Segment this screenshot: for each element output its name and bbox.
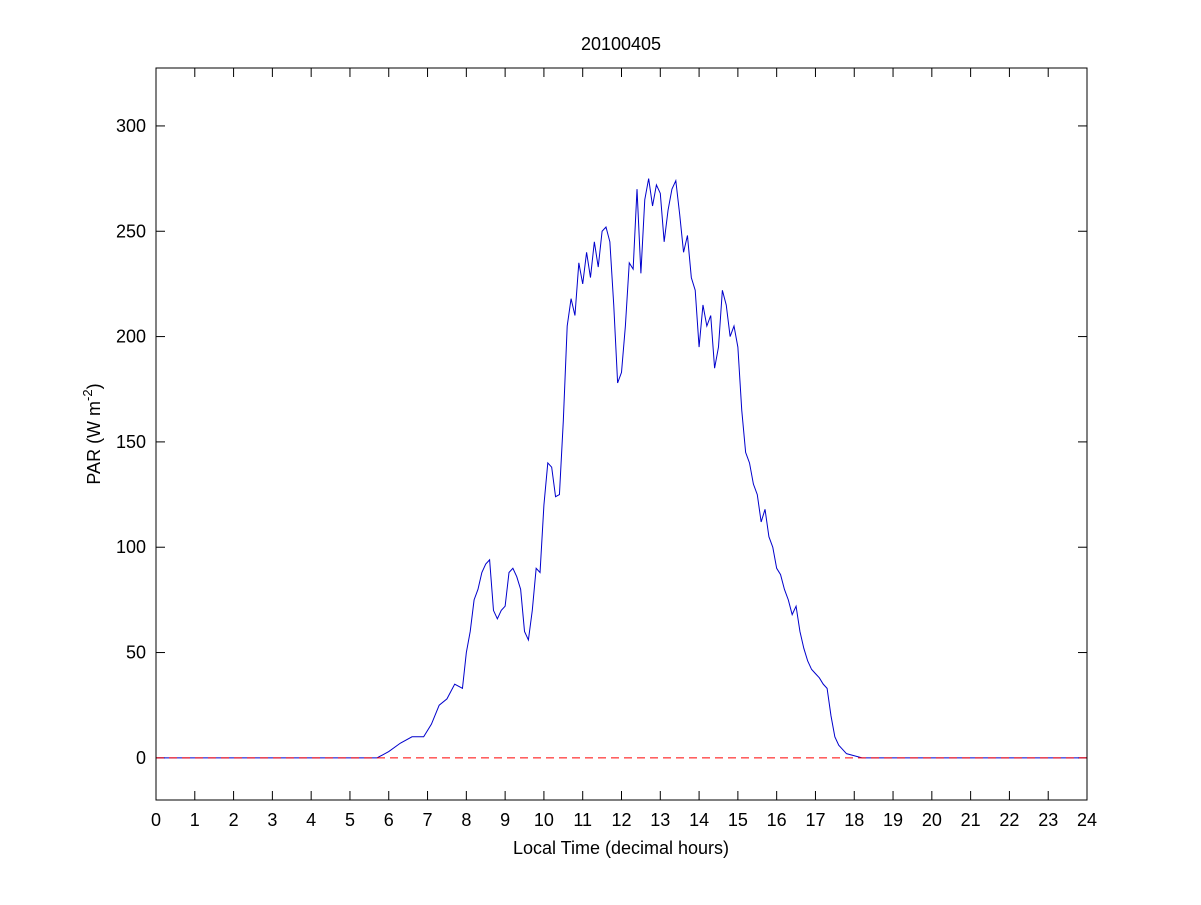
x-tick-label: 21 bbox=[961, 810, 981, 830]
x-tick-label: 11 bbox=[573, 810, 592, 830]
x-tick-label: 7 bbox=[423, 810, 433, 830]
y-tick-label: 200 bbox=[116, 327, 146, 347]
x-tick-label: 4 bbox=[306, 810, 316, 830]
plot-frame bbox=[155, 67, 1088, 801]
x-tick-label: 17 bbox=[805, 810, 825, 830]
y-tick-label: 150 bbox=[116, 432, 146, 452]
x-tick-label: 0 bbox=[151, 810, 161, 830]
x-tick-label: 23 bbox=[1038, 810, 1058, 830]
x-tick-label: 16 bbox=[767, 810, 787, 830]
y-tick-label: 50 bbox=[126, 643, 146, 663]
x-tick-label: 2 bbox=[229, 810, 239, 830]
y-tick-label: 250 bbox=[116, 221, 146, 241]
x-tick-label: 24 bbox=[1077, 810, 1097, 830]
x-tick-label: 14 bbox=[689, 810, 709, 830]
y-label-sup: -2 bbox=[80, 389, 95, 401]
x-tick-label: 18 bbox=[844, 810, 864, 830]
y-label-end: ) bbox=[84, 383, 104, 389]
x-tick-label: 8 bbox=[461, 810, 471, 830]
x-tick-label: 20 bbox=[922, 810, 942, 830]
y-tick-label: 100 bbox=[116, 537, 146, 557]
x-tick-label: 1 bbox=[190, 810, 200, 830]
x-tick-label: 15 bbox=[728, 810, 748, 830]
x-tick-label: 3 bbox=[267, 810, 277, 830]
data-line bbox=[156, 178, 1087, 759]
y-tick-label: 300 bbox=[116, 116, 146, 136]
x-axis-label: Local Time (decimal hours) bbox=[513, 838, 729, 858]
chart-title: 20100405 bbox=[581, 34, 661, 54]
x-tick-label: 5 bbox=[345, 810, 355, 830]
x-tick-label: 19 bbox=[883, 810, 903, 830]
y-axis-label: PAR (W m-2) bbox=[80, 383, 104, 484]
x-tick-label: 9 bbox=[500, 810, 510, 830]
x-tick-label: 13 bbox=[650, 810, 670, 830]
x-tick-label: 22 bbox=[999, 810, 1019, 830]
x-tick-label: 10 bbox=[534, 810, 554, 830]
y-tick-label: 0 bbox=[136, 748, 146, 768]
x-tick-label: 12 bbox=[611, 810, 631, 830]
y-label-text: PAR (W m bbox=[84, 401, 104, 485]
x-tick-label: 6 bbox=[384, 810, 394, 830]
